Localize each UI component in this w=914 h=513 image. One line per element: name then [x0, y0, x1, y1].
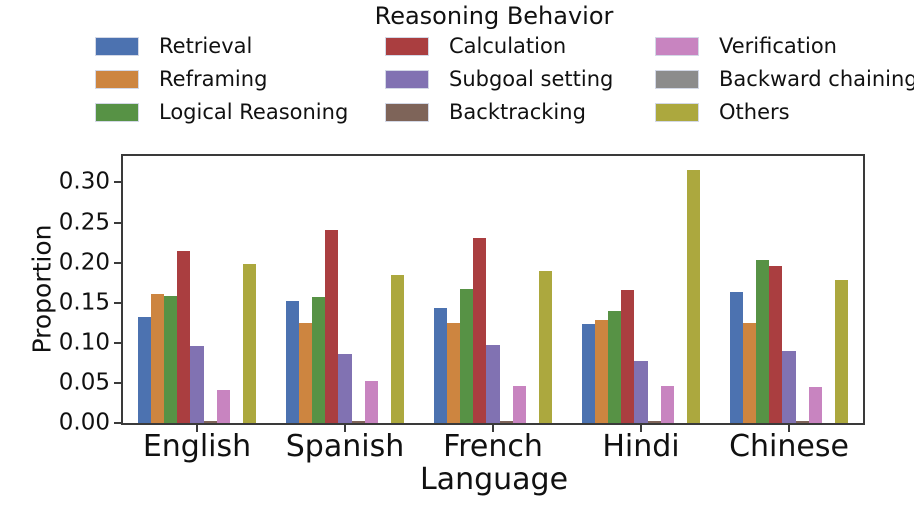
legend-label-logical-reasoning: Logical Reasoning — [159, 99, 349, 124]
bar-subgoal-setting-spanish — [338, 354, 352, 423]
bar-backtracking-spanish — [351, 420, 365, 423]
x-tick-mark-english — [196, 425, 198, 432]
bar-retrieval-spanish — [285, 301, 299, 423]
legend-entry-logical-reasoning: Logical Reasoning — [95, 99, 349, 124]
legend-label-subgoal-setting: Subgoal setting — [449, 66, 614, 91]
legend-column-1: Calculation Subgoal setting Backtracking — [385, 33, 614, 135]
legend-column-0: Retrieval Reframing Logical Reasoning — [95, 33, 349, 135]
bar-retrieval-chinese — [729, 292, 743, 423]
y-tick-mark-5 — [114, 221, 121, 224]
y-tick-mark-0 — [114, 422, 121, 424]
legend-swatch-icon-logical-reasoning — [95, 102, 139, 122]
bar-verification-chinese — [808, 386, 822, 423]
legend-entry-backtracking: Backtracking — [385, 99, 613, 124]
legend-label-retrieval: Retrieval — [159, 33, 253, 58]
y-tick-mark-2 — [114, 341, 121, 344]
legend-swatch-icon-retrieval — [95, 36, 139, 56]
y-tick-label-3: 0.15 — [58, 289, 110, 316]
bar-others-chinese — [835, 280, 849, 423]
y-tick-label-6: 0.30 — [58, 168, 110, 195]
bar-reframing-english — [150, 293, 165, 423]
legend-label-verification: Verification — [719, 33, 837, 58]
legend-entry-calculation: Calculation — [385, 33, 613, 58]
x-tick-mark-chinese — [788, 425, 790, 432]
bar-logical-reasoning-spanish — [312, 297, 326, 423]
legend-swatch-icon-calculation — [385, 36, 429, 56]
legend-entry-retrieval: Retrieval — [95, 33, 348, 58]
x-tick-label-spanish: Spanish — [285, 429, 405, 464]
x-tick-mark-french — [492, 425, 494, 432]
x-tick-label-french: French — [443, 429, 543, 464]
bar-subgoal-setting-hindi — [634, 361, 648, 423]
y-tick-label-1: 0.05 — [58, 369, 110, 396]
bar-others-spanish — [391, 274, 405, 423]
x-axis-label: Language — [419, 462, 569, 497]
bar-retrieval-hindi — [581, 323, 595, 423]
bar-backtracking-hindi — [647, 421, 661, 423]
bar-verification-hindi — [660, 386, 674, 423]
bar-reframing-chinese — [742, 322, 757, 423]
y-tick-mark-1 — [114, 381, 121, 384]
legend-column-2: Verification Backward chaining Others — [655, 33, 914, 135]
legend-entry-verification: Verification — [655, 33, 914, 58]
legend-swatch-icon-backward-chaining — [655, 69, 699, 89]
x-tick-mark-hindi — [640, 425, 642, 432]
bar-calculation-hindi — [621, 289, 635, 423]
legend-swatch-icon-subgoal-setting — [385, 69, 429, 89]
x-tick-label-chinese: Chinese — [729, 429, 849, 464]
bar-reframing-spanish — [298, 322, 313, 423]
y-tick-mark-6 — [114, 181, 121, 184]
bar-logical-reasoning-french — [460, 289, 474, 423]
y-tick-label-0: 0.00 — [58, 409, 110, 436]
bar-retrieval-english — [137, 317, 151, 423]
bar-calculation-french — [473, 237, 487, 423]
legend-label-reframing: Reframing — [159, 66, 268, 91]
y-axis-label: Proportion — [27, 224, 57, 354]
y-tick-mark-4 — [114, 261, 121, 264]
legend-swatch-icon-verification — [655, 36, 699, 56]
x-tick-label-english: English — [142, 429, 252, 464]
bar-verification-english — [216, 390, 230, 423]
legend-entry-reframing: Reframing — [95, 66, 348, 91]
y-tick-label-4: 0.20 — [58, 249, 110, 276]
legend-entry-backward-chaining: Backward chaining — [655, 66, 914, 91]
bar-subgoal-setting-chinese — [782, 350, 796, 423]
chart-title: Reasoning Behavior — [374, 2, 614, 30]
plot-area — [114, 154, 865, 432]
legend-label-backward-chaining: Backward chaining — [719, 66, 914, 91]
bar-reframing-hindi — [594, 319, 609, 423]
bar-backtracking-english — [203, 421, 217, 423]
bar-subgoal-setting-french — [486, 345, 500, 423]
bar-calculation-english — [177, 251, 191, 423]
bar-reframing-french — [446, 322, 461, 423]
bar-calculation-chinese — [769, 265, 783, 423]
bar-logical-reasoning-hindi — [608, 310, 622, 423]
bar-logical-reasoning-chinese — [756, 260, 770, 423]
legend-swatch-icon-backtracking — [385, 102, 429, 122]
y-tick-mark-3 — [114, 301, 121, 304]
bar-backtracking-chinese — [795, 421, 809, 423]
bar-verification-french — [512, 386, 526, 423]
bar-others-english — [243, 264, 257, 423]
x-tick-mark-spanish — [344, 425, 346, 432]
legend-label-others: Others — [719, 99, 790, 124]
bar-subgoal-setting-english — [190, 346, 204, 423]
bar-others-hindi — [687, 169, 701, 423]
bar-retrieval-french — [433, 307, 447, 423]
legend-label-backtracking: Backtracking — [449, 99, 586, 124]
bar-calculation-spanish — [325, 229, 339, 423]
bar-backtracking-french — [499, 420, 513, 423]
legend-entry-subgoal-setting: Subgoal setting — [385, 66, 614, 91]
y-tick-label-2: 0.10 — [58, 329, 110, 356]
legend-entry-others: Others — [655, 99, 914, 124]
legend-swatch-icon-others — [655, 102, 699, 122]
bar-others-french — [539, 270, 553, 423]
legend-label-calculation: Calculation — [449, 33, 567, 58]
bar-logical-reasoning-english — [164, 296, 178, 423]
bar-verification-spanish — [364, 381, 378, 423]
y-tick-label-5: 0.25 — [58, 209, 110, 236]
legend-swatch-icon-reframing — [95, 69, 139, 89]
x-tick-label-hindi: Hindi — [602, 429, 680, 464]
